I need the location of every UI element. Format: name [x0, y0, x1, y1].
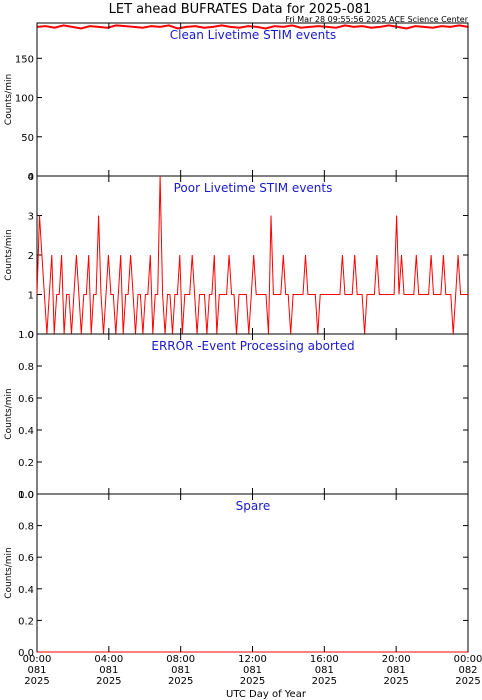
y-tick-label: 1	[28, 291, 34, 302]
x-tick-label: 2025	[96, 676, 121, 687]
panel-frame	[36, 333, 469, 495]
y-tick-label: 2	[28, 251, 34, 262]
x-tick-label: 12:00	[238, 654, 267, 665]
y-tick-label: 0.4	[18, 426, 34, 437]
y-tick-label: 150	[15, 54, 34, 65]
y-tick-label: 0.6	[18, 394, 34, 405]
y-axis-label: Counts/min	[4, 547, 14, 598]
panel-frame	[36, 22, 469, 177]
panel-4: 0.0 0.2 0.4 0.6 0.8 1.0 Counts/min Spare	[4, 490, 469, 659]
x-tick-label: 081	[27, 665, 46, 676]
x-tick-label: 082	[458, 665, 477, 676]
y-tick-label: 3	[28, 212, 34, 223]
y-tick-label: 4	[28, 172, 34, 183]
x-tick-label: 16:00	[310, 654, 339, 665]
y-tick-label: 100	[15, 94, 34, 105]
x-tick-label: 20:00	[382, 654, 411, 665]
x-tick-label: 2025	[240, 676, 265, 687]
x-tick-label: 04:00	[94, 654, 123, 665]
x-axis: 00:00081202504:00081202508:00081202512:0…	[23, 23, 482, 687]
series-line-1	[36, 175, 468, 335]
y-tick-label: 0.2	[18, 616, 34, 627]
x-tick-label: 2025	[24, 676, 49, 687]
y-tick-label: 0.0	[18, 490, 34, 501]
x-tick-label: 2025	[383, 676, 408, 687]
x-tick-label: 081	[315, 665, 334, 676]
x-tick-label: 2025	[455, 676, 480, 687]
x-tick-label: 00:00	[23, 654, 52, 665]
y-tick-label: 0.2	[18, 458, 34, 469]
x-tick-label: 2025	[168, 676, 193, 687]
y-tick-label: 0	[28, 330, 34, 341]
x-axis-label: UTC Day of Year	[226, 689, 307, 700]
y-tick-label: 0	[28, 172, 34, 183]
panel-2: 0 1 2 3 4 Counts/min Poor Livetime STIM events	[4, 172, 469, 341]
panel-title: ERROR -Event Processing aborted	[151, 339, 354, 353]
panel-frame	[36, 493, 469, 653]
y-tick-label: 0.6	[18, 553, 34, 564]
y-tick-label: 0.0	[18, 648, 34, 659]
y-tick-label: 1.0	[18, 490, 34, 501]
x-tick-label: 081	[243, 665, 262, 676]
y-axis-label: Counts/min	[4, 388, 14, 439]
figure-title: LET ahead BUFRATES Data for 2025-081	[109, 2, 372, 17]
y-axis-label: Counts/min	[4, 74, 14, 125]
x-tick-label: 081	[171, 665, 190, 676]
x-tick-label: 2025	[312, 676, 337, 687]
x-tick-label: 08:00	[166, 654, 195, 665]
y-tick-label: 0.8	[18, 522, 34, 533]
y-tick-label: 1.0	[18, 330, 34, 341]
y-axis-label: Counts/min	[4, 229, 14, 280]
x-tick-label: 00:00	[454, 654, 482, 665]
panel-title: Clean Livetime STIM events	[170, 28, 336, 42]
x-tick-label: 081	[99, 665, 118, 676]
panel-3: 0.0 0.2 0.4 0.6 0.8 1.0 Counts/min ERROR -Event…	[4, 330, 469, 501]
y-tick-label: 0.4	[18, 585, 34, 596]
y-tick-label: 50	[21, 133, 34, 144]
x-tick-label: 081	[387, 665, 406, 676]
panel-title: Poor Livetime STIM events	[174, 181, 333, 195]
y-tick-label: 0.8	[18, 362, 34, 373]
figure-subtitle: Fri Mar 28 09:55:56 2025 ACE Science Cen…	[285, 15, 469, 24]
panel-title: Spare	[236, 499, 271, 513]
